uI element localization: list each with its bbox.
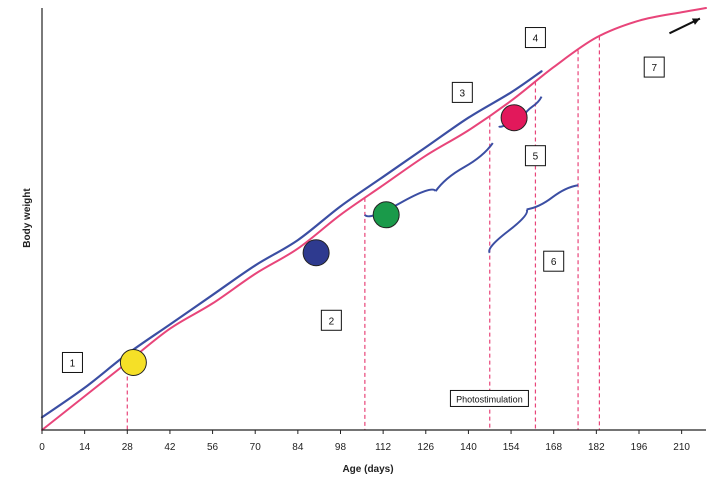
x-axis-label: Age (days) [342,464,393,475]
annotation-label: 4 [533,34,539,45]
x-tick-label: 28 [122,442,134,453]
x-tick-label: 98 [335,442,347,453]
axes-group [41,8,706,431]
annotation-label: 2 [329,316,335,327]
phase-marker [119,348,147,376]
x-tick-label: 112 [375,442,391,453]
brace-phase-3-lower [363,142,494,218]
x-tick-label: 70 [250,442,262,453]
x-tick-label: 56 [207,442,219,453]
annotation-box [524,145,546,167]
x-tick-label: 0 [39,442,45,453]
annotation-label: 6 [551,257,557,268]
x-tick-label: 210 [673,442,690,453]
pink-growth-line [41,7,707,431]
photostimulation-box [449,389,529,407]
x-tick-label: 154 [503,442,520,453]
annotation-box [320,309,342,331]
photostimulation-group: Photostimulation [449,389,529,407]
annotation-box [643,56,665,78]
x-tick-label: 126 [417,442,434,453]
annotation-box [543,250,565,272]
x-tick-label: 168 [545,442,562,453]
x-tick-label: 140 [460,442,477,453]
x-tick-label: 84 [292,442,304,453]
photostimulation-label: Photostimulation [456,394,523,404]
annotation-label: 1 [70,358,76,369]
phase-marker [302,239,330,267]
x-tick-label: 14 [79,442,91,453]
annotation-label: 7 [651,63,657,74]
brace-phase-6 [488,184,579,254]
x-tick-label: 196 [631,442,648,453]
x-tick-label: 182 [588,442,605,453]
annotation-label: 3 [460,88,466,99]
blue-growth-line [40,70,543,419]
y-axis-label: Body weight [22,188,33,248]
annotation-label: 5 [533,152,539,163]
ticks-group: 0 14 28 42 56 70 84 98 112 126 140 154 168 182 196 210 [39,430,690,453]
annotation-box [524,27,546,49]
continuation-arrow-head [691,18,700,25]
markers-group [119,104,528,376]
x-tick-label: 42 [164,442,176,453]
annotation-box [61,351,83,373]
phase-marker [372,201,400,229]
annotations-group: 1 2 3 4 5 6 7 [61,27,665,373]
annotation-box [451,81,473,103]
phase-marker [500,104,528,132]
dashed-lines-group [126,36,600,430]
brace-group [363,96,579,254]
